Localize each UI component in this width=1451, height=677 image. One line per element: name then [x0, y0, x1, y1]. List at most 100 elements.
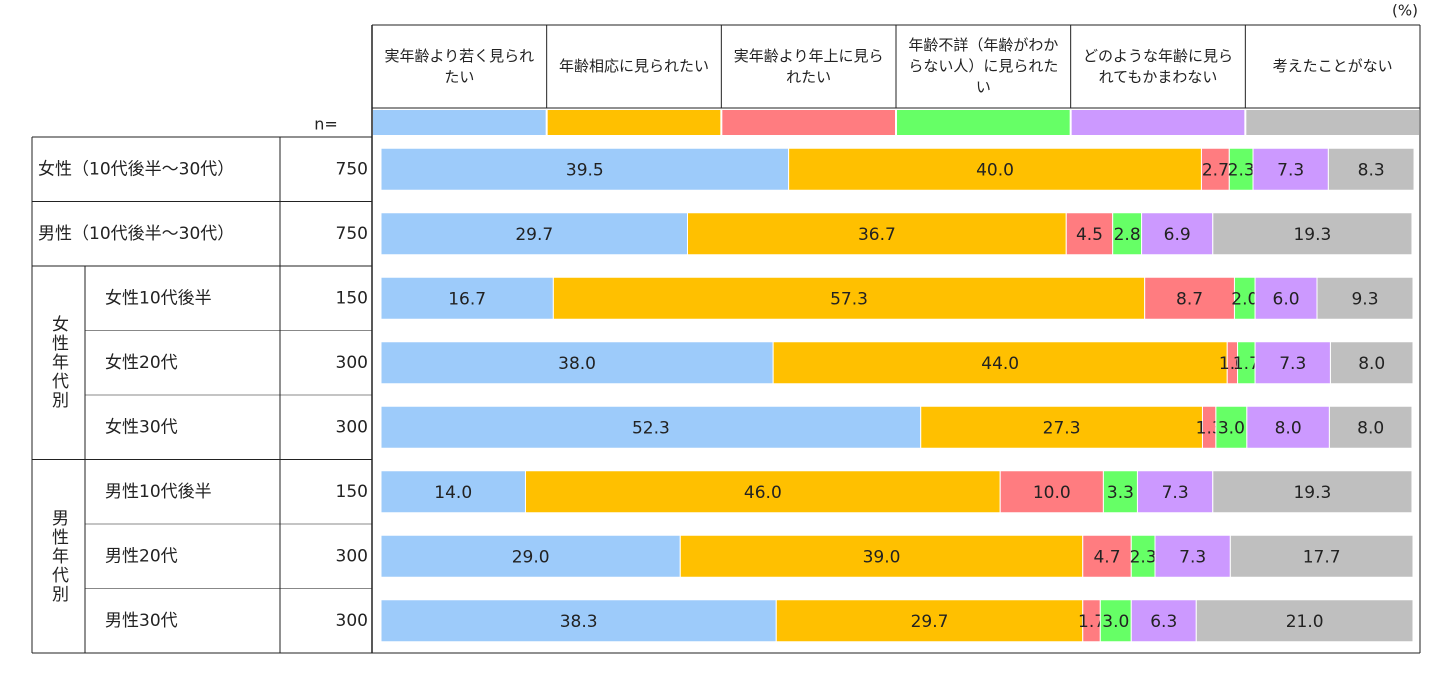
- row-label: 女性10代後半: [105, 288, 212, 308]
- bar-segment: [1212, 212, 1413, 256]
- value-label: 4.7: [1093, 547, 1120, 567]
- value-label: 39.5: [566, 160, 604, 180]
- n-header: n=: [314, 115, 338, 134]
- bar-segment: [1328, 405, 1413, 449]
- bar-segment: [524, 470, 1001, 514]
- value-label: 8.0: [1357, 418, 1384, 438]
- group-label: 女性年代別: [48, 315, 68, 411]
- bar-segment: [1246, 405, 1330, 449]
- value-label: 8.3: [1358, 160, 1385, 180]
- bar-segment: [1229, 534, 1414, 578]
- value-label: 19.3: [1293, 225, 1331, 245]
- legend-label: 年齢不詳（年齢がわからない人）に見られたい: [908, 36, 1059, 96]
- value-label: 36.7: [858, 225, 896, 245]
- row-label: 男性30代: [105, 611, 178, 631]
- value-label: 38.0: [558, 354, 596, 374]
- bar-segment: [1329, 341, 1414, 385]
- value-label: 39.0: [863, 547, 901, 567]
- value-label: 1.7: [1233, 354, 1260, 374]
- value-label: 8.0: [1275, 418, 1302, 438]
- value-label: 52.3: [632, 418, 670, 438]
- bar-segment: [1195, 599, 1414, 643]
- n-value: 300: [336, 353, 368, 373]
- n-value: 300: [336, 611, 368, 631]
- row-label: 女性（10代後半～30代）: [38, 159, 234, 179]
- bar-segment: [380, 534, 681, 578]
- value-label: 29.7: [911, 612, 949, 632]
- value-label: 8.0: [1358, 354, 1385, 374]
- value-label: 3.0: [1102, 612, 1129, 632]
- bar-segment: [1316, 276, 1414, 320]
- value-label: 1.7: [1078, 612, 1105, 632]
- value-label: 2.7: [1202, 160, 1229, 180]
- legend-swatch: [722, 110, 895, 135]
- legend-label: 年齢相応に見られたい: [558, 57, 709, 75]
- value-label: 7.3: [1277, 160, 1304, 180]
- bar-segment: [380, 276, 554, 320]
- bar-segment: [775, 599, 1084, 643]
- bar-segment: [380, 147, 790, 191]
- value-label: 3.3: [1107, 483, 1134, 503]
- value-label: 2.8: [1114, 225, 1141, 245]
- value-label: 21.0: [1286, 612, 1324, 632]
- value-label: 2.3: [1228, 160, 1255, 180]
- bar-segment: [380, 470, 526, 514]
- value-label: 9.3: [1351, 289, 1378, 309]
- row-label: 男性20代: [105, 546, 178, 566]
- legend-swatch: [1071, 110, 1245, 135]
- legend-label: 実年齢より若く見られたい: [384, 46, 535, 86]
- value-label: 10.0: [1033, 483, 1071, 503]
- bar-segment: [1252, 147, 1329, 191]
- value-label: 2.0: [1231, 289, 1258, 309]
- bar-segment: [1200, 147, 1230, 191]
- bar-segment: [380, 212, 689, 256]
- legend-swatch: [897, 110, 1070, 135]
- legend-label: どのような年齢に見られてもかまわない: [1082, 46, 1233, 86]
- n-value: 750: [336, 159, 368, 179]
- value-label: 8.7: [1176, 289, 1203, 309]
- bar-segment: [552, 276, 1146, 320]
- bar-segment: [1136, 470, 1214, 514]
- bar-segment: [1154, 534, 1231, 578]
- bar-segment: [1215, 405, 1248, 449]
- bar-segment: [1254, 341, 1331, 385]
- bar-segment: [1254, 276, 1318, 320]
- value-label: 14.0: [434, 483, 472, 503]
- bar-segment: [1327, 147, 1415, 191]
- value-label: 40.0: [976, 160, 1014, 180]
- value-label: 16.7: [448, 289, 486, 309]
- n-value: 300: [336, 546, 368, 566]
- row-label: 男性10代後半: [105, 482, 212, 502]
- legend-swatch: [373, 110, 546, 135]
- value-label: 4.5: [1076, 225, 1103, 245]
- legend-label: 考えたことがない: [1272, 57, 1393, 75]
- value-label: 2.3: [1130, 547, 1157, 567]
- value-label: 57.3: [830, 289, 868, 309]
- bar-segment: [788, 147, 1202, 191]
- value-label: 3.0: [1218, 418, 1245, 438]
- bar-segment: [380, 341, 774, 385]
- value-label: 19.3: [1293, 483, 1331, 503]
- value-label: 38.3: [560, 612, 598, 632]
- bar-segment: [1212, 470, 1413, 514]
- bar-segment: [1065, 212, 1114, 256]
- value-label: 44.0: [981, 354, 1019, 374]
- value-label: 6.3: [1150, 612, 1177, 632]
- n-value: 750: [336, 224, 368, 244]
- value-label: 17.7: [1303, 547, 1341, 567]
- bar-segment: [687, 212, 1067, 256]
- value-label: 27.3: [1043, 418, 1081, 438]
- value-label: 29.7: [515, 225, 553, 245]
- value-label: 46.0: [744, 483, 782, 503]
- value-label: 7.3: [1162, 483, 1189, 503]
- bar-segment: [772, 341, 1228, 385]
- value-label: 29.0: [512, 547, 550, 567]
- legend-swatch: [1246, 110, 1419, 135]
- bar-segment: [1082, 534, 1132, 578]
- row-label: 男性（10代後半～30代）: [38, 224, 234, 244]
- legend-swatch: [547, 110, 721, 135]
- bar-segment: [1112, 212, 1143, 256]
- n-value: 300: [336, 417, 368, 437]
